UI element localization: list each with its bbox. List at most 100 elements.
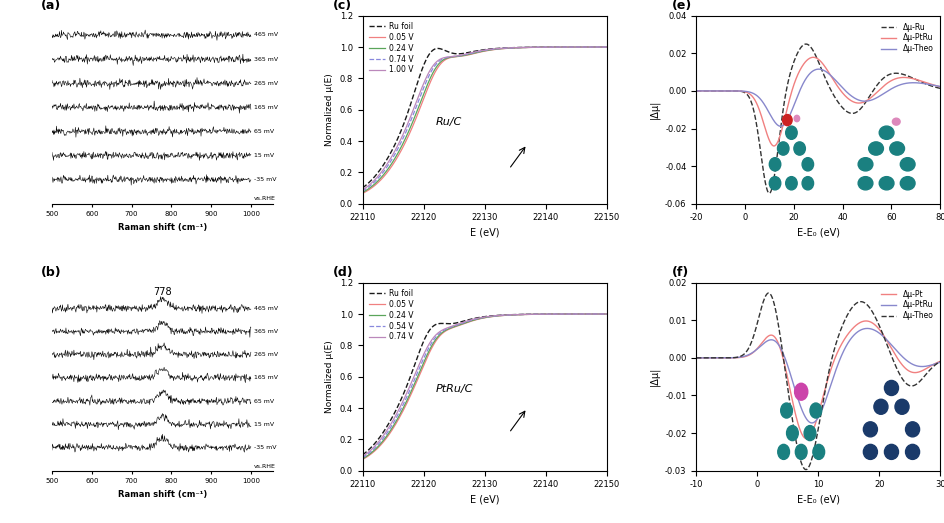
X-axis label: E (eV): E (eV) — [469, 495, 498, 505]
0.05 V — [488, 313, 499, 320]
0.24 V — [472, 49, 483, 55]
0.24 V — [595, 44, 606, 50]
Δμ-Theo — [890, 83, 902, 89]
0.05 V — [357, 190, 368, 197]
Δμ-Theo — [812, 66, 823, 72]
Text: 65 mV: 65 mV — [254, 129, 274, 134]
Δμ-PtRu — [808, 419, 819, 425]
Y-axis label: Normalized μ(E): Normalized μ(E) — [325, 73, 333, 146]
0.05 V — [501, 312, 513, 319]
0.05 V — [357, 457, 368, 463]
0.24 V — [556, 311, 567, 317]
Text: 65 mV: 65 mV — [254, 399, 274, 404]
Legend: Ru foil, 0.05 V, 0.24 V, 0.54 V, 0.74 V: Ru foil, 0.05 V, 0.24 V, 0.54 V, 0.74 V — [366, 287, 415, 344]
Δμ-Ru — [823, 84, 834, 90]
Line: Δμ-Pt: Δμ-Pt — [696, 321, 939, 439]
Line: 0.54 V: 0.54 V — [362, 314, 606, 458]
0.74 V — [600, 311, 612, 317]
Δμ-Ru — [763, 190, 774, 196]
Ru foil — [595, 311, 606, 317]
0.24 V — [556, 44, 567, 50]
0.24 V — [595, 311, 606, 317]
Text: 365 mV: 365 mV — [254, 329, 278, 334]
Text: 165 mV: 165 mV — [254, 376, 278, 380]
0.54 V — [556, 311, 567, 317]
Text: PtRu/C: PtRu/C — [435, 384, 473, 394]
Ru foil — [488, 46, 499, 52]
0.74 V — [472, 315, 483, 321]
X-axis label: E-E₀ (eV): E-E₀ (eV) — [796, 228, 839, 238]
1.00 V — [600, 44, 612, 50]
0.24 V — [600, 311, 612, 317]
Text: (d): (d) — [333, 266, 353, 279]
Δμ-PtRu — [690, 355, 701, 361]
Ru foil — [556, 311, 567, 317]
Y-axis label: |Δμ|: |Δμ| — [649, 100, 659, 119]
0.54 V — [501, 312, 513, 318]
Text: 265 mV: 265 mV — [254, 352, 278, 357]
Δμ-PtRu — [806, 54, 818, 61]
Text: 365 mV: 365 mV — [254, 56, 278, 62]
Δμ-Theo — [806, 68, 818, 74]
Line: 0.05 V: 0.05 V — [362, 314, 606, 460]
0.05 V — [595, 44, 606, 50]
0.54 V — [488, 313, 499, 319]
1.00 V — [357, 187, 368, 193]
0.24 V — [501, 45, 513, 51]
Line: 1.00 V: 1.00 V — [362, 47, 606, 190]
Ru foil — [556, 44, 567, 50]
X-axis label: Raman shift (cm⁻¹): Raman shift (cm⁻¹) — [118, 490, 207, 499]
Line: Ru foil: Ru foil — [362, 314, 606, 455]
1.00 V — [501, 45, 513, 51]
0.74 V — [472, 49, 483, 55]
Text: (c): (c) — [333, 0, 352, 12]
0.54 V — [472, 315, 483, 322]
Δμ-PtRu — [929, 361, 940, 367]
Δμ-Theo — [690, 355, 701, 361]
Δμ-Pt — [808, 424, 819, 430]
X-axis label: E (eV): E (eV) — [469, 228, 498, 238]
Ru foil — [600, 311, 612, 317]
Δμ-Pt — [929, 360, 940, 367]
Ru foil — [501, 44, 513, 51]
Line: 0.74 V: 0.74 V — [362, 314, 606, 457]
Δμ-Ru — [800, 41, 811, 47]
0.74 V — [600, 44, 612, 50]
Line: 0.24 V: 0.24 V — [362, 314, 606, 459]
Δμ-PtRu — [890, 348, 902, 355]
Text: -35 mV: -35 mV — [254, 445, 277, 450]
0.05 V — [556, 44, 567, 50]
0.74 V — [556, 311, 567, 317]
Ru foil — [472, 48, 483, 54]
X-axis label: Raman shift (cm⁻¹): Raman shift (cm⁻¹) — [118, 223, 207, 232]
Δμ-Pt — [822, 373, 834, 379]
0.24 V — [474, 315, 485, 322]
Δμ-PtRu — [805, 420, 817, 426]
Δμ-Theo — [808, 67, 819, 73]
Δμ-PtRu — [806, 420, 818, 426]
Δμ-PtRu — [835, 351, 847, 358]
Text: Ru/C: Ru/C — [435, 117, 462, 127]
Δμ-Theo — [808, 445, 819, 451]
1.00 V — [488, 46, 499, 52]
Text: 465 mV: 465 mV — [254, 32, 278, 38]
Δμ-Pt — [835, 340, 847, 347]
Δμ-Theo — [929, 361, 940, 368]
Δμ-PtRu — [836, 89, 848, 96]
Δμ-Ru — [836, 105, 848, 111]
Line: 0.24 V: 0.24 V — [362, 47, 606, 192]
Line: Δμ-Theo: Δμ-Theo — [696, 69, 939, 126]
Δμ-Ru — [934, 85, 944, 92]
0.05 V — [474, 316, 485, 322]
0.74 V — [474, 48, 485, 54]
Δμ-PtRu — [690, 88, 701, 94]
Ru foil — [488, 312, 499, 319]
Text: vs.RHE: vs.RHE — [254, 197, 276, 201]
0.05 V — [472, 316, 483, 322]
Text: 15 mV: 15 mV — [254, 422, 274, 427]
Δμ-Pt — [859, 318, 870, 324]
0.74 V — [474, 315, 485, 321]
Δμ-Theo — [774, 123, 785, 129]
Y-axis label: Normalized μ(E): Normalized μ(E) — [325, 340, 333, 413]
1.00 V — [595, 44, 606, 50]
